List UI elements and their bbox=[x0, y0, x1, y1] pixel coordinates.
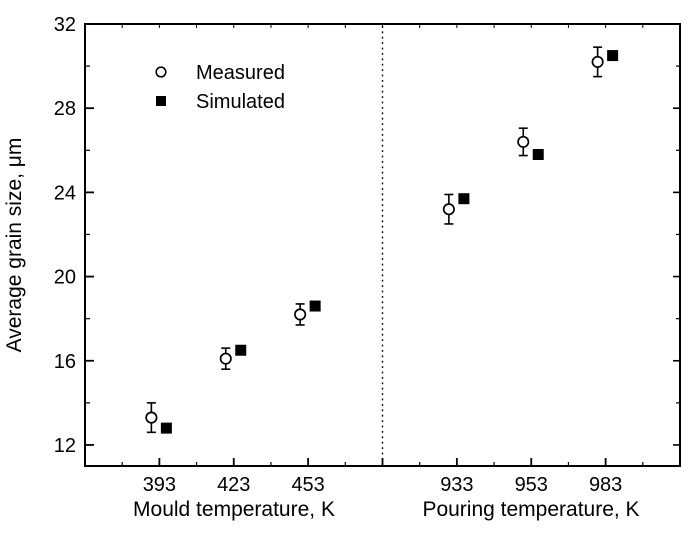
y-tick-label: 16 bbox=[54, 351, 76, 373]
simulated-point bbox=[532, 148, 544, 160]
simulated-point bbox=[160, 422, 172, 434]
axes-layer: 12 16 20 24 28 32 393 423 453 933 953 983 bbox=[54, 14, 680, 496]
measured-point bbox=[219, 352, 232, 365]
x-tick-label: 983 bbox=[589, 474, 622, 496]
simulated-point bbox=[235, 344, 247, 356]
x-tick-label: 953 bbox=[515, 474, 548, 496]
legend-filled-square-icon bbox=[156, 96, 166, 106]
legend-simulated-label: Simulated bbox=[196, 91, 285, 113]
measured-point bbox=[294, 308, 307, 321]
y-tick-label: 24 bbox=[54, 182, 76, 204]
x-axis-title-mould: Mould temperature, K bbox=[133, 498, 335, 521]
measured-point bbox=[145, 411, 158, 424]
y-tick-label: 20 bbox=[54, 267, 76, 289]
x-tick-label: 423 bbox=[217, 474, 250, 496]
x-tick-label: 393 bbox=[143, 474, 176, 496]
legend: Measured Simulated bbox=[155, 62, 285, 113]
measured-point bbox=[517, 135, 530, 148]
y-tick-label: 32 bbox=[54, 14, 76, 36]
simulated-point bbox=[309, 300, 321, 312]
x-tick-label: 933 bbox=[440, 474, 473, 496]
plot-frame bbox=[84, 23, 681, 467]
y-tick-label: 12 bbox=[54, 435, 76, 457]
legend-measured-label: Measured bbox=[196, 62, 285, 84]
y-tick-label: 28 bbox=[54, 98, 76, 120]
legend-open-circle-icon bbox=[155, 66, 167, 78]
data-layer bbox=[145, 46, 619, 434]
y-axis-title: Average grain size, μm bbox=[3, 138, 26, 353]
simulated-point bbox=[607, 50, 619, 62]
x-tick-label: 453 bbox=[291, 474, 324, 496]
x-axis-title-pouring: Pouring temperature, K bbox=[422, 498, 639, 521]
simulated-point bbox=[458, 193, 470, 205]
measured-point bbox=[442, 203, 455, 216]
measured-point bbox=[591, 55, 604, 68]
